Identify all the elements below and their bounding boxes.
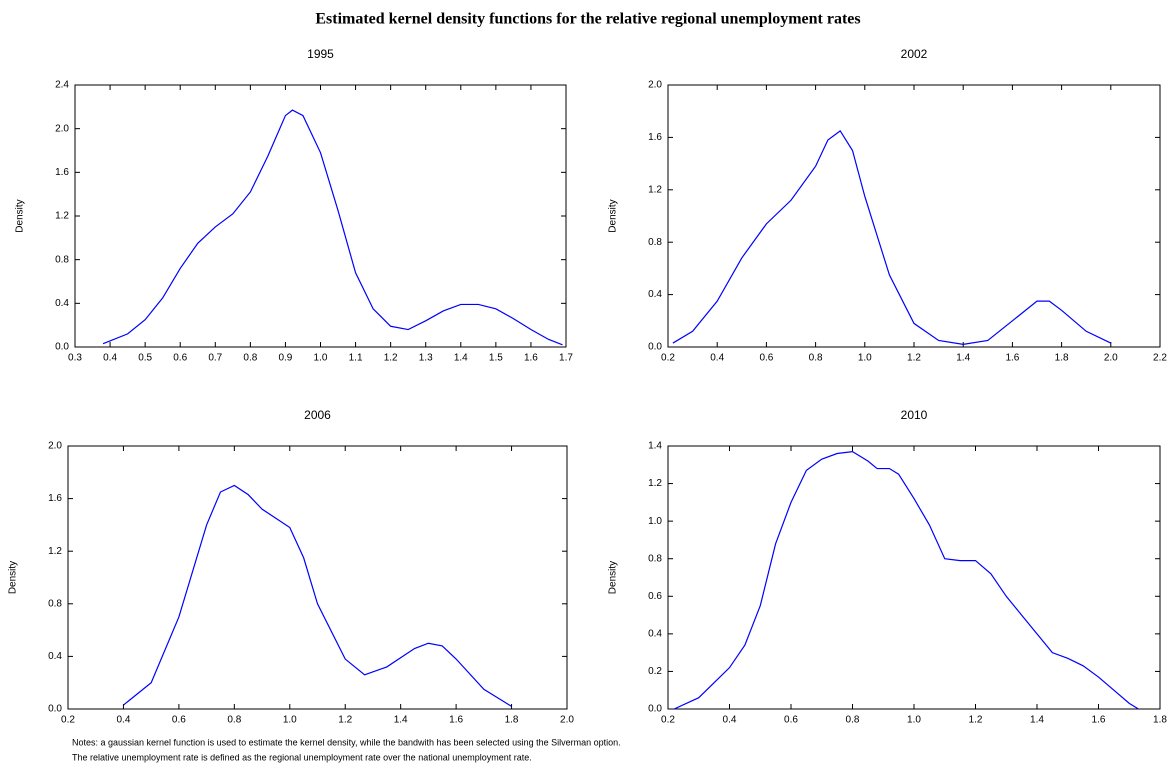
x-tick-label: 2.0 bbox=[1104, 353, 1118, 364]
plot-frame bbox=[67, 445, 568, 710]
y-tick-label: 1.2 bbox=[648, 478, 662, 489]
y-tick-label: 0.4 bbox=[48, 651, 62, 662]
x-tick-label: 1.2 bbox=[338, 715, 352, 726]
x-tick-label: 0.6 bbox=[759, 353, 773, 364]
x-tick-label: 1.4 bbox=[1030, 715, 1044, 726]
y-tick-label: 1.6 bbox=[648, 132, 662, 143]
x-tick-label: 0.8 bbox=[227, 715, 241, 726]
density-line bbox=[123, 484, 512, 707]
x-tick-label: 0.3 bbox=[68, 353, 82, 364]
plot-frame bbox=[667, 445, 1161, 710]
x-tick-label: 0.4 bbox=[103, 353, 117, 364]
x-tick-label: 1.6 bbox=[1005, 353, 1019, 364]
x-tick-label: 0.2 bbox=[661, 353, 675, 364]
x-tick-label: 1.4 bbox=[454, 353, 468, 364]
panel-title: 2002 bbox=[901, 47, 928, 61]
y-axis-label: Density bbox=[8, 561, 19, 594]
panel: 2002 Density 0.0 0.4 0.8 1.2 1.6 2.0 0.2 0.4 0.6 0.… bbox=[608, 47, 1168, 363]
x-tick-label: 2.2 bbox=[1153, 353, 1167, 364]
panel: 1995 Density 0.0 0.4 0.8 1.2 1.6 2.0 2.4 0.3 0.4 0.… bbox=[15, 47, 574, 363]
y-tick-label: 0.4 bbox=[55, 298, 69, 309]
x-tick-label: 1.0 bbox=[314, 353, 328, 364]
x-tick-label: 1.7 bbox=[559, 353, 573, 364]
x-tick-label: 1.6 bbox=[1092, 715, 1106, 726]
x-tick-label: 0.8 bbox=[809, 353, 823, 364]
x-tick-label: 1.2 bbox=[969, 715, 983, 726]
panel-title: 1995 bbox=[307, 47, 334, 61]
x-tick-label: 0.2 bbox=[661, 715, 675, 726]
y-tick-label: 1.2 bbox=[48, 546, 62, 557]
figure-title: Estimated kernel density functions for t… bbox=[315, 11, 860, 28]
x-tick-label: 1.5 bbox=[489, 353, 503, 364]
y-tick-label: 1.0 bbox=[648, 516, 662, 527]
y-tick-label: 0.0 bbox=[648, 704, 662, 715]
panel-title: 2010 bbox=[901, 408, 928, 422]
x-tick-label: 0.9 bbox=[278, 353, 292, 364]
x-tick-label: 0.7 bbox=[208, 353, 222, 364]
plot-frame bbox=[667, 84, 1161, 348]
y-tick-label: 1.2 bbox=[55, 211, 69, 222]
x-tick-label: 1.1 bbox=[349, 353, 363, 364]
note: Notes: a gaussian kernel function is use… bbox=[72, 737, 621, 747]
y-tick-label: 0.0 bbox=[48, 704, 62, 715]
y-tick-label: 2.0 bbox=[48, 441, 62, 452]
y-axis-label: Density bbox=[608, 199, 619, 232]
x-tick-label: 1.0 bbox=[858, 353, 872, 364]
panel-title: 2006 bbox=[304, 408, 331, 422]
y-tick-label: 0.8 bbox=[48, 598, 62, 609]
x-tick-label: 1.0 bbox=[907, 715, 921, 726]
y-tick-label: 0.4 bbox=[648, 289, 662, 300]
x-tick-label: 1.6 bbox=[449, 715, 463, 726]
panel: 2006 Density 0.0 0.4 0.8 1.2 1.6 2.0 0.2 0.4 0.6 0.… bbox=[8, 408, 575, 725]
x-tick-label: 0.2 bbox=[61, 715, 75, 726]
note: The relative unemployment rate is define… bbox=[72, 752, 532, 762]
y-tick-label: 0.0 bbox=[648, 342, 662, 353]
x-tick-label: 0.6 bbox=[172, 715, 186, 726]
y-tick-label: 0.8 bbox=[648, 553, 662, 564]
y-tick-label: 0.4 bbox=[648, 628, 662, 639]
y-tick-label: 2.0 bbox=[55, 123, 69, 134]
y-tick-label: 1.4 bbox=[648, 441, 662, 452]
density-line bbox=[102, 109, 563, 346]
x-tick-label: 1.6 bbox=[524, 353, 538, 364]
density-line bbox=[673, 451, 1139, 710]
y-tick-label: 0.6 bbox=[648, 591, 662, 602]
x-tick-label: 1.4 bbox=[956, 353, 970, 364]
x-tick-label: 1.2 bbox=[384, 353, 398, 364]
x-tick-label: 1.8 bbox=[505, 715, 519, 726]
x-tick-label: 1.8 bbox=[1055, 353, 1069, 364]
density-line bbox=[672, 129, 1112, 345]
y-tick-label: 1.6 bbox=[55, 167, 69, 178]
y-tick-label: 0.8 bbox=[648, 237, 662, 248]
y-tick-label: 0.2 bbox=[648, 666, 662, 677]
x-tick-label: 0.8 bbox=[243, 353, 257, 364]
y-tick-label: 2.4 bbox=[55, 80, 69, 91]
y-tick-label: 0.8 bbox=[55, 254, 69, 265]
x-tick-label: 0.6 bbox=[784, 715, 798, 726]
x-tick-label: 0.6 bbox=[173, 353, 187, 364]
x-tick-label: 1.0 bbox=[283, 715, 297, 726]
y-tick-label: 2.0 bbox=[648, 80, 662, 91]
x-tick-label: 0.4 bbox=[723, 715, 737, 726]
x-tick-label: 0.4 bbox=[116, 715, 130, 726]
y-axis-label: Density bbox=[15, 199, 26, 232]
x-tick-label: 0.5 bbox=[138, 353, 152, 364]
y-axis-label: Density bbox=[608, 561, 619, 594]
x-tick-label: 1.3 bbox=[419, 353, 433, 364]
x-tick-label: 1.8 bbox=[1153, 715, 1167, 726]
y-tick-label: 1.6 bbox=[48, 493, 62, 504]
y-tick-label: 0.0 bbox=[55, 342, 69, 353]
x-tick-label: 0.8 bbox=[846, 715, 860, 726]
x-tick-label: 0.4 bbox=[710, 353, 724, 364]
x-tick-label: 1.4 bbox=[394, 715, 408, 726]
x-tick-label: 1.2 bbox=[907, 353, 921, 364]
y-tick-label: 1.2 bbox=[648, 184, 662, 195]
x-tick-label: 2.0 bbox=[560, 715, 574, 726]
